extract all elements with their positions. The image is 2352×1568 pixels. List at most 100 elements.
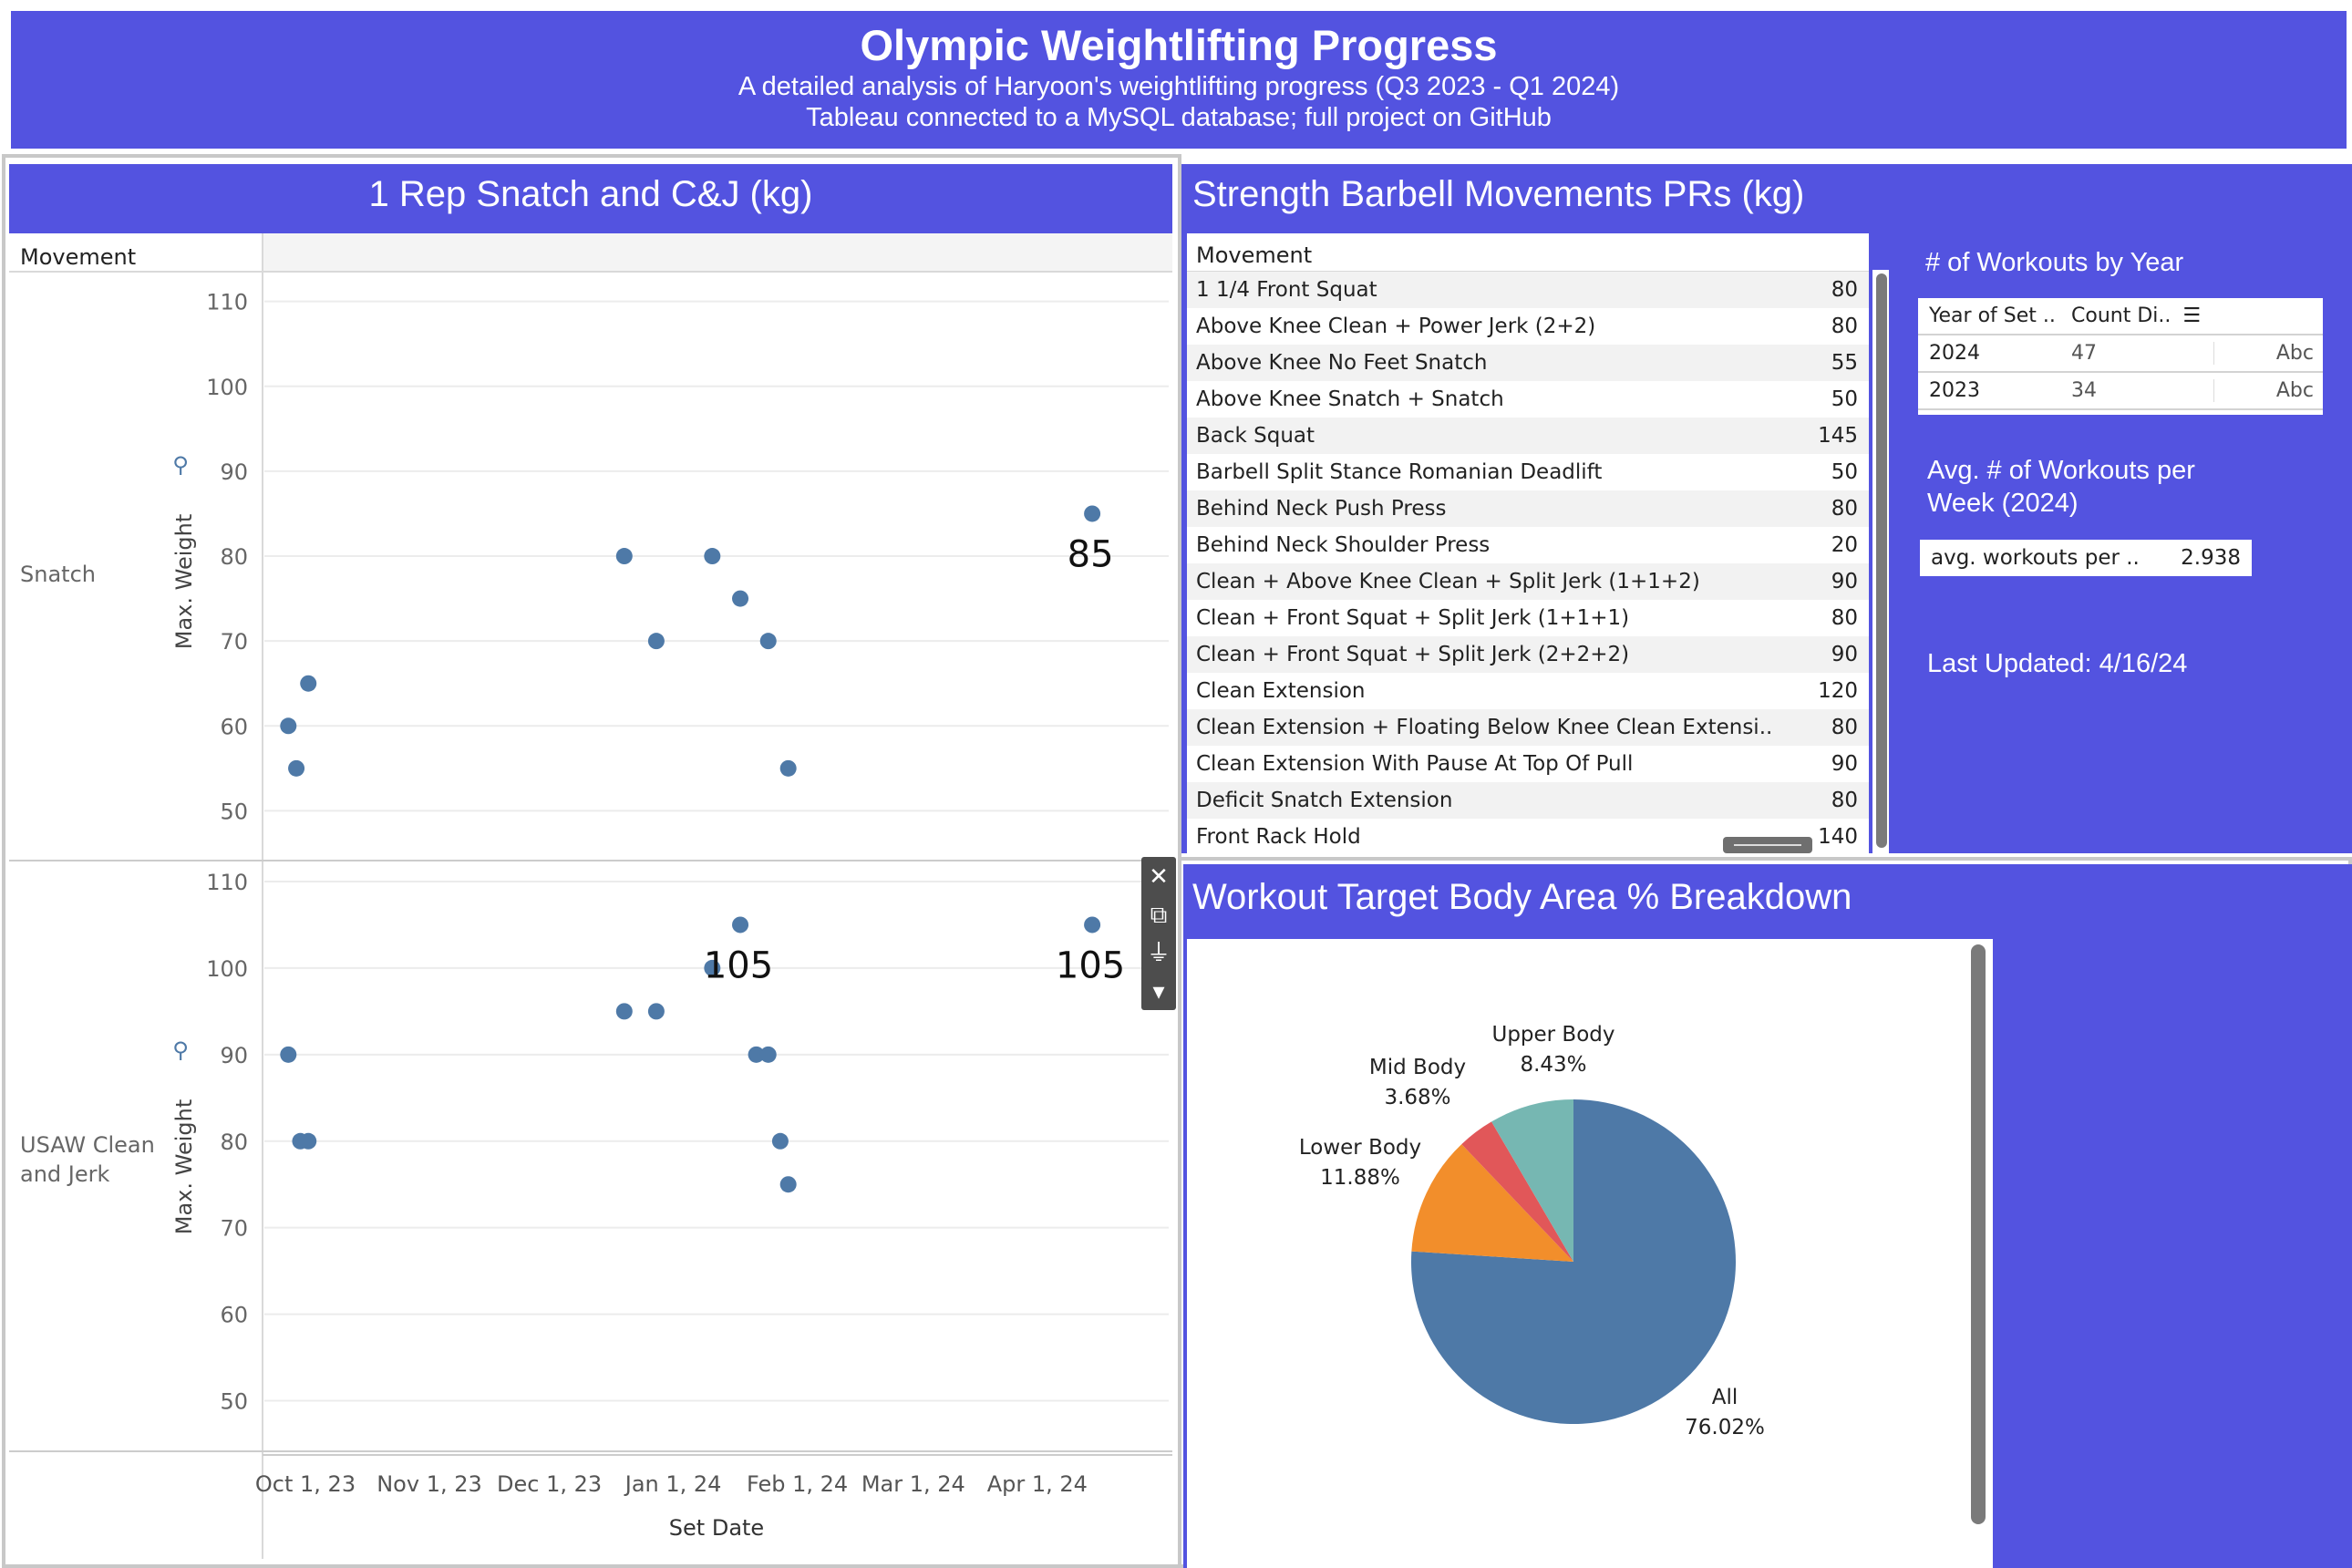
avg-workouts-label: avg. workouts per .. bbox=[1931, 546, 2140, 570]
table-row[interactable]: Behind Neck Shoulder Press 20 bbox=[1187, 527, 1869, 563]
pie-scrollbar[interactable] bbox=[1971, 944, 1986, 1524]
data-point[interactable] bbox=[647, 633, 665, 650]
data-point[interactable] bbox=[288, 759, 305, 777]
column-header-fill bbox=[263, 233, 1172, 272]
sort-icon[interactable]: ☰ bbox=[2182, 304, 2202, 327]
pr-column-header[interactable]: Movement bbox=[1187, 233, 1869, 272]
year-cell: 2024 bbox=[1929, 342, 1980, 365]
x-tick-label: Apr 1, 24 bbox=[987, 1471, 1088, 1497]
count-cell: 34 bbox=[2071, 379, 2097, 402]
table-row[interactable]: 2023 34 Abc bbox=[1918, 373, 2323, 410]
data-point[interactable] bbox=[1084, 916, 1101, 934]
data-point[interactable] bbox=[748, 1046, 765, 1063]
data-point[interactable] bbox=[280, 717, 297, 735]
pr-scrollbar-thumb[interactable] bbox=[1876, 273, 1887, 848]
pie-label: Mid Body bbox=[1369, 1056, 1466, 1079]
table-row[interactable]: Clean Extension 120 bbox=[1187, 673, 1869, 709]
data-point[interactable] bbox=[1084, 505, 1101, 522]
scatter-chart[interactable]: Movement 110 100 90 80 70 60 50 Snatch Max. Weigh… bbox=[9, 233, 1172, 1559]
data-point[interactable] bbox=[704, 959, 721, 976]
table-row[interactable]: Clean Extension With Pause At Top Of Pul… bbox=[1187, 746, 1869, 782]
table-row[interactable]: Above Knee No Feet Snatch 55 bbox=[1187, 345, 1869, 381]
table-row[interactable]: Above Knee Clean + Power Jerk (2+2) 80 bbox=[1187, 308, 1869, 345]
table-row[interactable]: 2024 47 Abc bbox=[1918, 335, 2323, 373]
data-label: 85 bbox=[1068, 533, 1114, 575]
dashboard-subtitle-source: Tableau connected to a MySQL database; f… bbox=[806, 103, 1552, 132]
y-tick-label: 60 bbox=[220, 1303, 248, 1328]
count-column-header[interactable]: Count Di.. ☰ bbox=[2064, 304, 2213, 327]
filter-icon[interactable]: ⏚ bbox=[1146, 939, 1171, 966]
row-label: and Jerk bbox=[20, 1161, 109, 1187]
workouts-by-year-table[interactable]: Year of Set .. Count Di.. ☰ 2024 47 Abc … bbox=[1918, 298, 2323, 415]
pie-percent-label: 11.88% bbox=[1320, 1166, 1400, 1190]
movement-pr-value: 80 bbox=[1831, 606, 1858, 630]
table-row[interactable]: Front Rack Hold 140 bbox=[1187, 819, 1869, 853]
data-label: 105 bbox=[704, 944, 773, 986]
table-row[interactable]: 1 1/4 Front Squat 80 bbox=[1187, 272, 1869, 308]
pie-slice-mid-body[interactable] bbox=[1461, 1121, 1573, 1262]
pie-slice-upper-body[interactable] bbox=[1491, 1099, 1573, 1262]
y-tick-label: 110 bbox=[206, 870, 248, 895]
table-row[interactable]: Clean + Front Squat + Split Jerk (2+2+2)… bbox=[1187, 636, 1869, 673]
pr-resize-handle[interactable] bbox=[1723, 837, 1812, 853]
movement-pr-value: 80 bbox=[1831, 789, 1858, 812]
table-row[interactable]: Clean + Above Knee Clean + Split Jerk (1… bbox=[1187, 563, 1869, 600]
open-external-icon[interactable]: ⧉ bbox=[1150, 901, 1168, 928]
data-point[interactable] bbox=[704, 548, 721, 565]
movement-name: Above Knee Snatch + Snatch bbox=[1196, 387, 1504, 411]
data-point[interactable] bbox=[759, 1046, 777, 1063]
dashboard-title: Olympic Weightlifting Progress bbox=[860, 21, 1498, 69]
y-tick-label: 80 bbox=[220, 1130, 248, 1155]
movement-pr-value: 80 bbox=[1831, 497, 1858, 521]
movement-pr-value: 50 bbox=[1831, 387, 1858, 411]
chevron-down-icon[interactable]: ▾ bbox=[1152, 977, 1165, 1005]
data-point[interactable] bbox=[732, 590, 749, 607]
data-point[interactable] bbox=[300, 675, 317, 692]
pr-table[interactable]: Movement 1 1/4 Front Squat 80 Above Knee C… bbox=[1187, 233, 1869, 853]
data-point[interactable] bbox=[732, 916, 749, 934]
movement-pr-value: 80 bbox=[1831, 716, 1858, 739]
table-row[interactable]: Barbell Split Stance Romanian Deadlift 50 bbox=[1187, 454, 1869, 490]
floating-toolbar[interactable]: ✕ ⧉ ⏚ ▾ bbox=[1141, 857, 1176, 1010]
data-point[interactable] bbox=[280, 1046, 297, 1063]
column-header-cell bbox=[9, 233, 261, 272]
close-icon[interactable]: ✕ bbox=[1149, 862, 1169, 890]
movement-pr-value: 145 bbox=[1818, 424, 1858, 448]
data-point[interactable] bbox=[779, 1176, 797, 1193]
movement-pr-value: 80 bbox=[1831, 278, 1858, 302]
y-tick-label: 70 bbox=[220, 629, 248, 655]
table-row[interactable]: Clean + Front Squat + Split Jerk (1+1+1)… bbox=[1187, 600, 1869, 636]
movement-pr-value: 90 bbox=[1831, 570, 1858, 593]
y-tick-label: 80 bbox=[220, 544, 248, 570]
pr-title: Strength Barbell Movements PRs (kg) bbox=[1192, 174, 1805, 214]
pr-rows: 1 1/4 Front Squat 80 Above Knee Clean + Po… bbox=[1187, 272, 1869, 853]
movement-name: Barbell Split Stance Romanian Deadlift bbox=[1196, 460, 1603, 484]
abc-cell: Abc bbox=[2213, 342, 2323, 365]
pie-chart[interactable]: All 76.02% Lower Body 11.88% Mid Body 3.68% Up… bbox=[1187, 939, 1971, 1568]
x-tick-label: Jan 1, 24 bbox=[624, 1471, 722, 1497]
data-point[interactable] bbox=[759, 633, 777, 650]
y-tick-label: 50 bbox=[220, 799, 248, 824]
table-row[interactable]: Above Knee Snatch + Snatch 50 bbox=[1187, 381, 1869, 418]
data-point[interactable] bbox=[779, 759, 797, 777]
data-point[interactable] bbox=[615, 548, 633, 565]
data-point[interactable] bbox=[300, 1132, 317, 1150]
year-column-header[interactable]: Year of Set .. bbox=[1929, 304, 2056, 327]
movement-name: 1 1/4 Front Squat bbox=[1196, 278, 1377, 302]
pie-percent-label: 3.68% bbox=[1384, 1086, 1450, 1109]
x-tick-label: Nov 1, 23 bbox=[377, 1471, 482, 1497]
year-cell: 2023 bbox=[1929, 379, 1980, 402]
pie-label: Lower Body bbox=[1299, 1136, 1421, 1160]
last-updated: Last Updated: 4/16/24 bbox=[1927, 649, 2188, 678]
avg-workouts-box[interactable]: avg. workouts per .. 2.938 bbox=[1920, 540, 2252, 576]
movement-name: Above Knee Clean + Power Jerk (2+2) bbox=[1196, 315, 1596, 338]
data-point[interactable] bbox=[771, 1132, 789, 1150]
data-point[interactable] bbox=[647, 1003, 665, 1020]
pie-slice-lower-body[interactable] bbox=[1411, 1144, 1573, 1262]
table-row[interactable]: Clean Extension + Floating Below Knee Cl… bbox=[1187, 709, 1869, 746]
scatter-title: 1 Rep Snatch and C&J (kg) bbox=[9, 164, 1172, 233]
table-row[interactable]: Back Squat 145 bbox=[1187, 418, 1869, 454]
table-row[interactable]: Behind Neck Push Press 80 bbox=[1187, 490, 1869, 527]
data-point[interactable] bbox=[615, 1003, 633, 1020]
table-row[interactable]: Deficit Snatch Extension 80 bbox=[1187, 782, 1869, 819]
